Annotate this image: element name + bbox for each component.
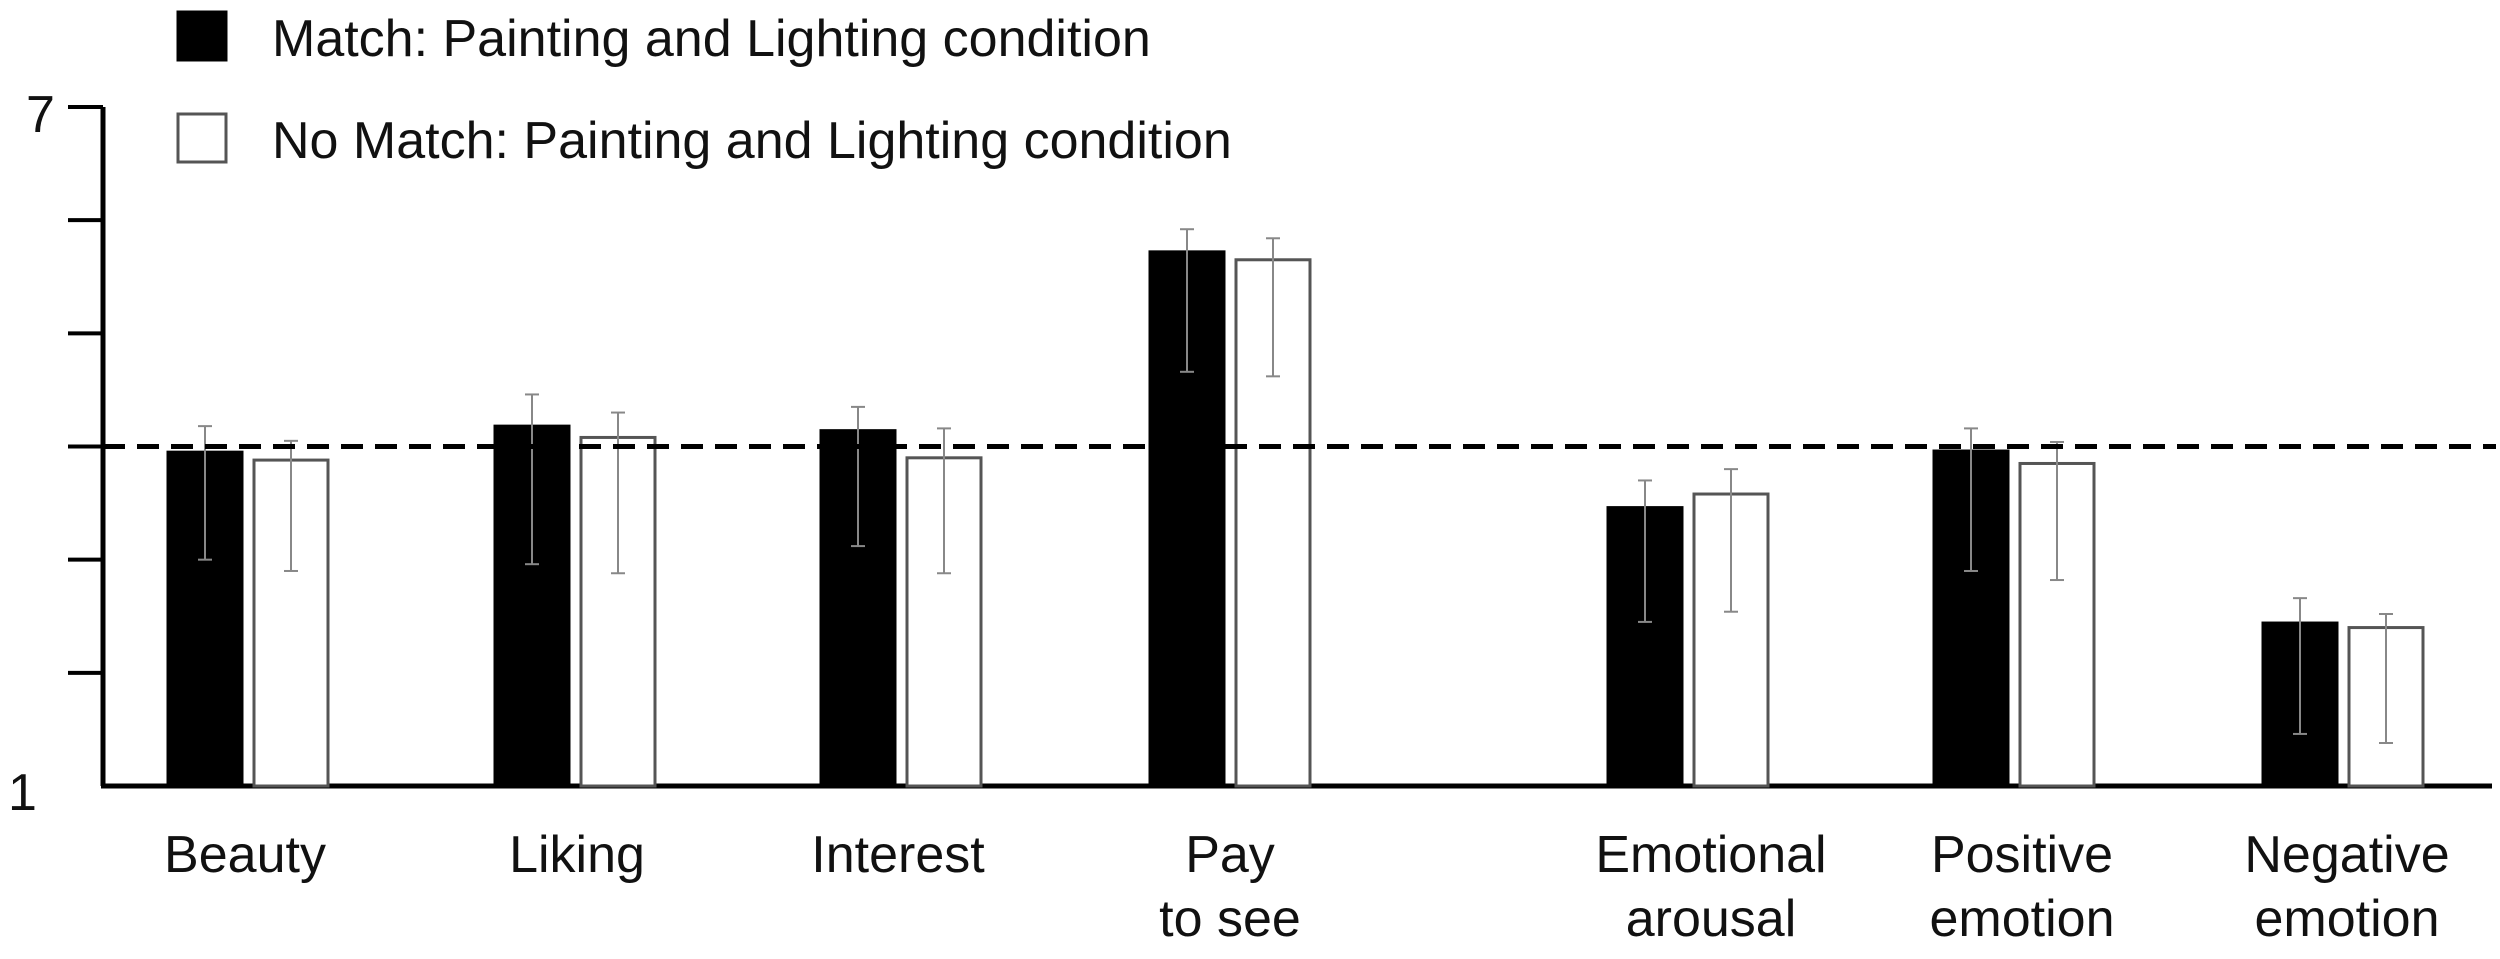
category-label: emotion (2255, 890, 2440, 948)
category-label: Liking (509, 826, 645, 884)
y-tick-label-min: 1 (8, 764, 37, 822)
legend-label-match: Match: Painting and Lighting condition (272, 10, 1151, 68)
category-label: Positive (1931, 826, 2113, 884)
y-tick-label-max: 7 (26, 86, 55, 144)
category-label: Pay (1185, 826, 1275, 884)
legend-label-no-match: No Match: Painting and Lighting conditio… (272, 112, 1232, 170)
category-label: Emotional (1595, 826, 1826, 884)
legend-swatch-no-match (176, 112, 228, 164)
bar-match (1606, 506, 1684, 788)
category-label: Negative (2244, 826, 2449, 884)
category-label: arousal (1626, 890, 1797, 948)
category-label: Interest (811, 826, 985, 884)
category-label: to see (1159, 890, 1301, 948)
category-label: Beauty (164, 826, 326, 884)
bars-layer (166, 228, 2425, 788)
y-minor-ticks (68, 105, 103, 675)
legend-swatch-match (176, 10, 228, 62)
legend: Match: Painting and Lighting condition N… (176, 10, 1232, 170)
bar-match (819, 429, 897, 788)
category-label: emotion (1930, 890, 2115, 948)
category-labels: Beauty Liking Interest Pay to see Emotional ar… (164, 826, 2450, 948)
